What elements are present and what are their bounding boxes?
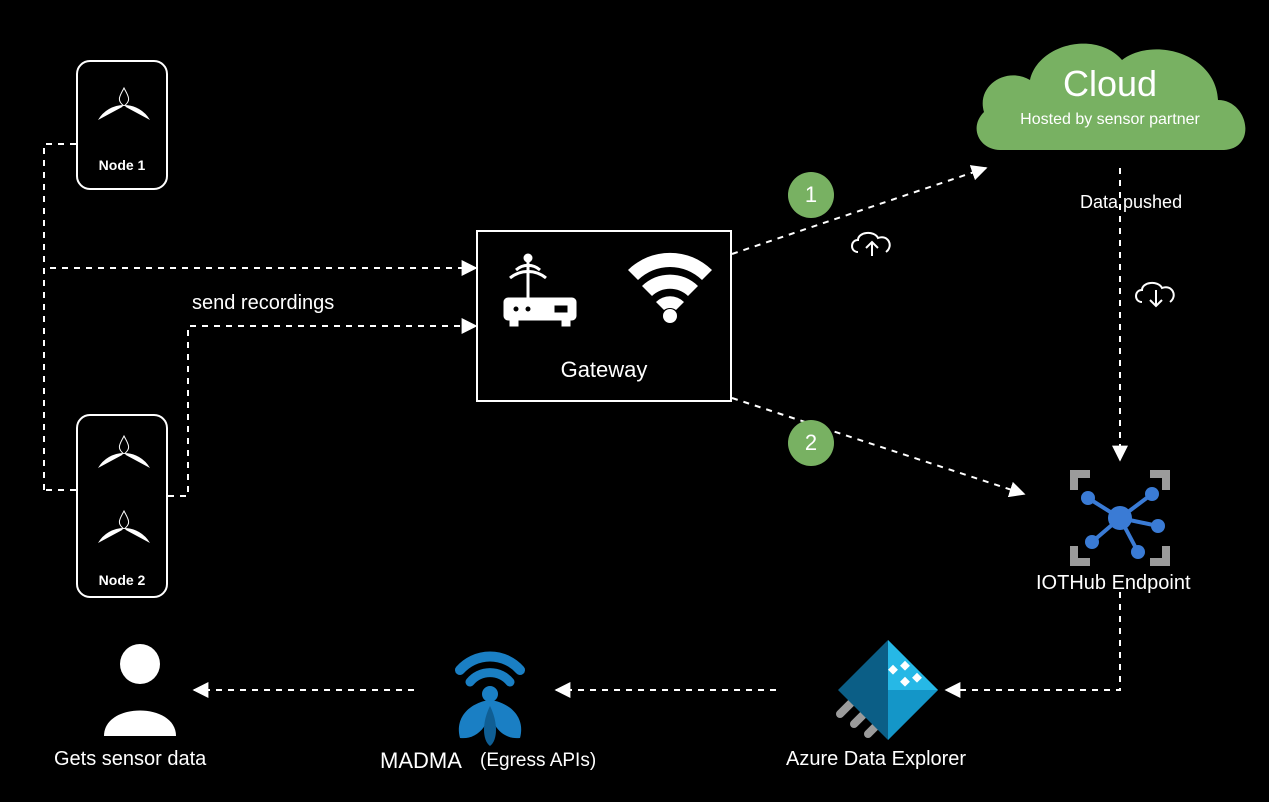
edge-iothub-adx <box>946 592 1120 690</box>
sensor-icon <box>78 62 170 152</box>
node-2: Node 2 <box>76 414 168 598</box>
badge-1-text: 1 <box>805 182 817 208</box>
madma-sublabel: (Egress APIs) <box>480 750 596 772</box>
gateway-node: Gateway <box>476 230 732 402</box>
madma-icon <box>459 656 521 746</box>
iothub-icon <box>1074 474 1166 562</box>
cloud-upload-icon <box>852 233 890 256</box>
label-data-pushed: Data pushed <box>1080 192 1182 213</box>
node-2-label: Node 2 <box>78 572 166 588</box>
diagram-canvas: Cloud Hosted by sensor partner <box>0 0 1269 802</box>
user-label: Gets sensor data <box>54 748 206 771</box>
cloud-download-icon <box>1136 283 1174 306</box>
edge-n2-gateway <box>168 326 476 496</box>
step-badge-2: 2 <box>788 420 834 466</box>
edge-gateway-cloud <box>732 168 986 254</box>
adx-icon <box>838 640 938 740</box>
node-1: Node 1 <box>76 60 168 190</box>
node-1-label: Node 1 <box>78 157 166 173</box>
sensor-icon <box>78 416 170 492</box>
iothub-label: IOTHub Endpoint <box>1036 572 1191 595</box>
step-badge-1: 1 <box>788 172 834 218</box>
sensor-icon <box>78 497 170 567</box>
badge-2-text: 2 <box>805 430 817 456</box>
gateway-icons <box>478 232 734 352</box>
cloud-subtitle: Hosted by sensor partner <box>1020 111 1200 128</box>
gateway-label: Gateway <box>478 357 730 383</box>
adx-label: Azure Data Explorer <box>786 748 966 771</box>
label-send-recordings: send recordings <box>192 292 334 315</box>
cloud-title: Cloud <box>1063 63 1157 104</box>
madma-label: MADMA <box>380 748 462 774</box>
edge-gateway-iothub <box>732 398 1024 494</box>
cloud-node: Cloud Hosted by sensor partner <box>977 44 1246 150</box>
edge-n1-bus <box>44 144 76 490</box>
user-icon <box>104 644 176 736</box>
